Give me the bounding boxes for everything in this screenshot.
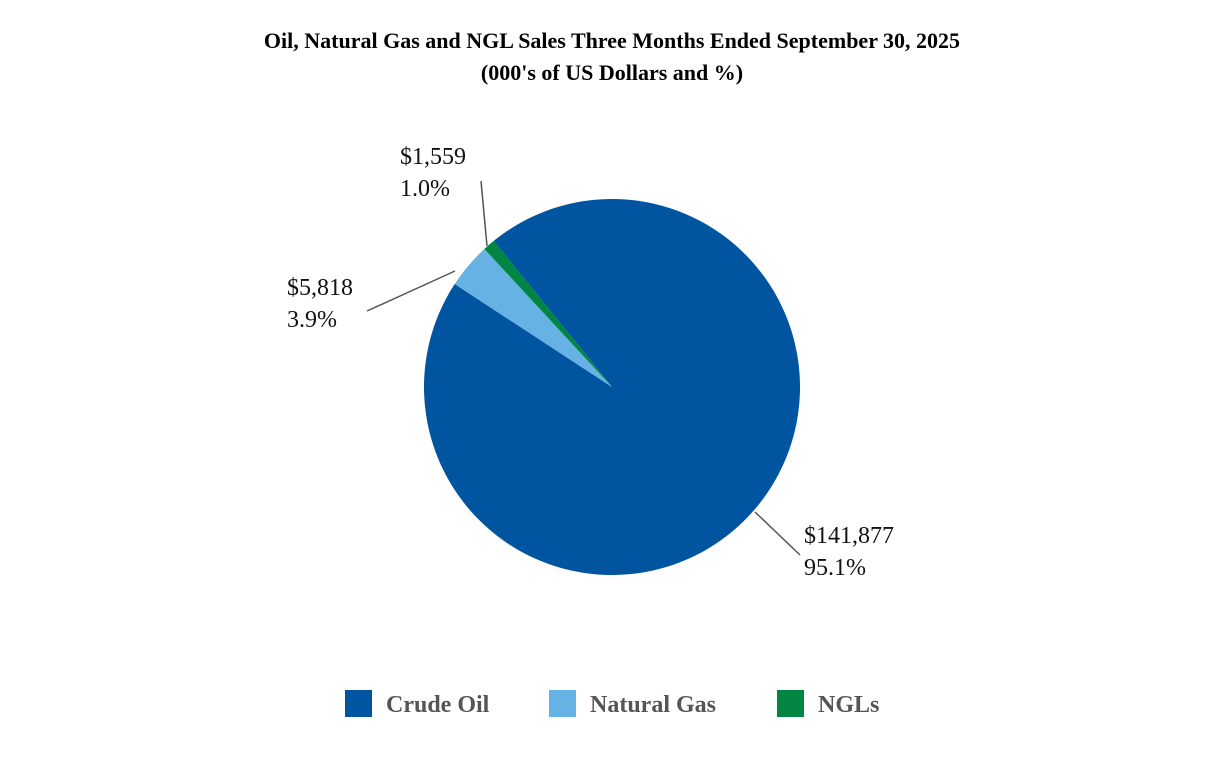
pie-slice (423, 199, 800, 576)
pie-slice (484, 240, 612, 387)
legend-swatch (345, 690, 372, 717)
percent-label: 3.9% (287, 307, 337, 333)
leader-line (366, 270, 456, 312)
percent-label: 95.1% (804, 555, 866, 581)
legend-swatch (549, 690, 576, 717)
legend-label: Natural Gas (590, 692, 716, 718)
legend-label: Crude Oil (386, 692, 490, 718)
value-label: $1,559 (400, 144, 466, 170)
legend-swatch (777, 690, 804, 717)
chart-title: Oil, Natural Gas and NGL Sales Three Mon… (264, 28, 960, 53)
chart-subtitle: (000's of US Dollars and %) (481, 60, 743, 85)
value-label: $141,877 (804, 523, 894, 549)
leader-line (754, 511, 801, 556)
value-label: $5,818 (287, 275, 353, 301)
leader-line (480, 180, 488, 247)
legend-label: NGLs (818, 692, 879, 718)
percent-label: 1.0% (400, 176, 450, 202)
pie-slice (454, 248, 612, 387)
